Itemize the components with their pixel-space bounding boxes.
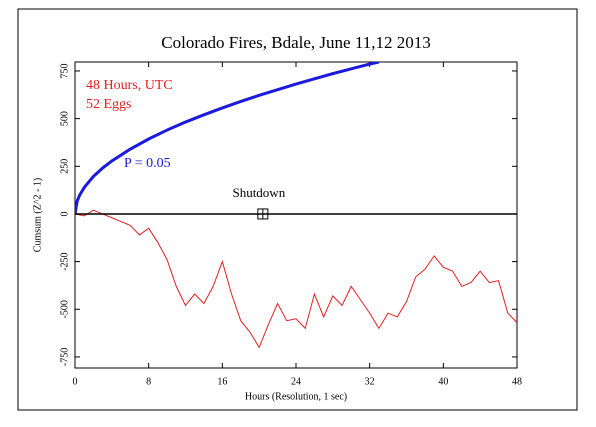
shutdown-label: Shutdown bbox=[232, 185, 285, 200]
y-tick-label: -750 bbox=[59, 348, 70, 366]
plot-area bbox=[74, 61, 518, 369]
x-tick-label: 32 bbox=[365, 376, 375, 387]
annotation: 48 Hours, UTC bbox=[86, 78, 173, 93]
y-axis-label: Cumsum (Z^2 - 1) bbox=[32, 178, 43, 252]
frame bbox=[17, 8, 578, 411]
y-tick-label: -250 bbox=[59, 252, 70, 270]
x-tick-label: 8 bbox=[146, 376, 151, 387]
x-tick-label: 0 bbox=[73, 376, 78, 387]
x-tick-label: 24 bbox=[291, 376, 301, 387]
x-axis-label: Hours (Resolution, 1 sec) bbox=[245, 391, 347, 402]
series-line bbox=[75, 62, 380, 215]
x-tick-label: 40 bbox=[438, 376, 448, 387]
series-line bbox=[75, 209, 517, 349]
series-label: P = 0.05 bbox=[124, 156, 171, 171]
y-tick-label: 750 bbox=[59, 63, 70, 78]
x-tick-label: 48 bbox=[512, 376, 522, 387]
y-tick-label: -500 bbox=[59, 300, 70, 318]
chart-title: Colorado Fires, Bdale, June 11,12 2013 bbox=[161, 33, 430, 52]
x-tick-label: 16 bbox=[217, 376, 227, 387]
y-tick-label: 500 bbox=[59, 111, 70, 126]
y-tick-label: 0 bbox=[59, 211, 70, 216]
y-tick-label: 250 bbox=[59, 159, 70, 174]
annotation: 52 Eggs bbox=[86, 97, 132, 112]
plot-lines bbox=[75, 62, 517, 349]
